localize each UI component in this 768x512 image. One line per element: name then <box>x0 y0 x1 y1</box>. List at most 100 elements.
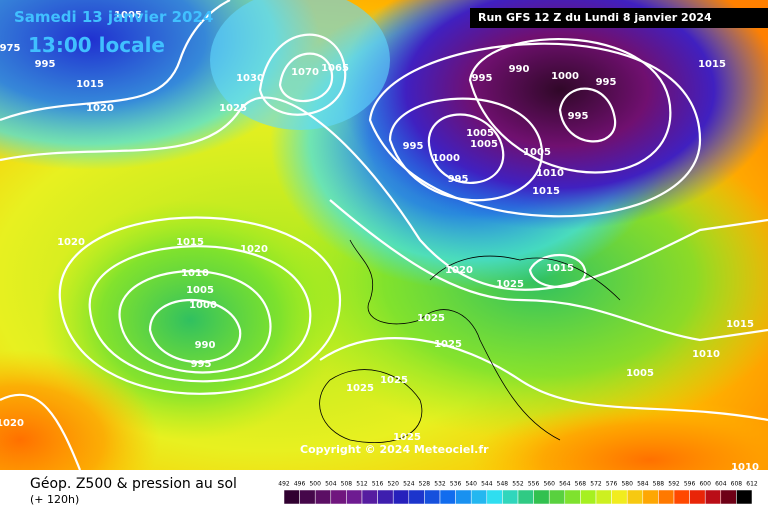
colorbar-label: 540 <box>465 481 477 488</box>
isobar-label: 1020 <box>445 265 473 276</box>
colorbar-label: 556 <box>528 481 540 488</box>
coastlines <box>319 239 621 443</box>
isobar-label: 1025 <box>496 279 524 290</box>
colorbar-cell <box>720 489 737 505</box>
isobar-label: 1010 <box>731 462 759 473</box>
isobar-label: 1015 <box>532 186 560 197</box>
colorbar-label: 548 <box>497 481 509 488</box>
colorbar-label: 544 <box>481 481 493 488</box>
colorbar-cell <box>330 489 347 505</box>
colorbar-label: 580 <box>621 481 633 488</box>
isobar-label: 1000 <box>189 300 217 311</box>
isobar-label: 1025 <box>219 103 247 114</box>
isobar-label: 1015 <box>176 237 204 248</box>
colorbar: 492 496 500 504 508 512 516 520 524 528 532 536 540 5… <box>278 481 758 505</box>
colorbar-label: 608 <box>731 481 743 488</box>
colorbar-label: 536 <box>450 481 462 488</box>
colorbar-cell <box>299 489 316 505</box>
isobar-label: 975 <box>0 43 20 54</box>
colorbar-label: 572 <box>590 481 602 488</box>
isobar-label: 1025 <box>434 339 462 350</box>
colorbar-cell <box>314 489 332 505</box>
isobar-label: 1010 <box>692 349 720 360</box>
colorbar-label: 492 <box>278 481 290 488</box>
isobar-label: 1005 <box>466 128 494 139</box>
colorbar-label: 564 <box>559 481 571 488</box>
colorbar-label: 528 <box>419 481 431 488</box>
colorbar-cell <box>470 489 488 505</box>
colorbar-cell <box>283 489 300 505</box>
isobar-label: 1015 <box>546 263 574 274</box>
isobar-label: 1005 <box>186 285 214 296</box>
colorbar-label: 612 <box>746 481 758 488</box>
copyright: Copyright © 2024 Meteociel.fr <box>300 443 489 456</box>
isobar-label: 1065 <box>321 63 349 74</box>
isobar-label: 1030 <box>236 73 264 84</box>
isobar-label: 1000 <box>551 71 579 82</box>
colorbar-cell <box>580 489 597 505</box>
isobar-label-layer: 1005 975 995 1015 1020 1030 1070 1065 1025 995 990… <box>0 10 759 473</box>
isobar-label: 1020 <box>240 244 268 255</box>
colorbar-cell <box>704 489 722 505</box>
isobars <box>0 0 768 470</box>
colorbar-cell <box>658 489 675 505</box>
isobar-label: 1020 <box>86 103 114 114</box>
colorbar-label: 552 <box>512 481 524 488</box>
colorbar-cell <box>673 489 690 505</box>
isobar-label: 1025 <box>393 432 421 443</box>
isobar-label: 995 <box>568 111 589 122</box>
colorbar-label: 568 <box>575 481 587 488</box>
colorbar-cell <box>424 489 441 505</box>
forecast-time: 13:00 locale <box>28 33 165 57</box>
isobar-label: 1005 <box>523 147 551 158</box>
colorbar-cell <box>346 489 363 505</box>
colorbar-cell <box>517 489 534 505</box>
isobar-label: 990 <box>195 340 216 351</box>
colorbar-cell <box>626 489 644 505</box>
colorbar-label: 604 <box>715 481 727 488</box>
colorbar-label: 496 <box>294 481 306 488</box>
colorbar-label: 508 <box>341 481 353 488</box>
isobar-label: 1025 <box>417 313 445 324</box>
colorbar-label: 592 <box>668 481 680 488</box>
colorbar-cell <box>642 489 659 505</box>
colorbar-label: 576 <box>606 481 618 488</box>
run-banner <box>470 8 768 28</box>
colorbar-cell <box>689 489 706 505</box>
colorbar-cell <box>361 489 378 505</box>
colorbar-label: 500 <box>309 481 321 488</box>
colorbar-cell <box>408 489 425 505</box>
colorbar-cell <box>595 489 612 505</box>
colorbar-label: 512 <box>356 481 368 488</box>
colorbar-label: 560 <box>543 481 555 488</box>
isobar-label: 1020 <box>0 418 24 429</box>
colorbar-cell <box>564 489 581 505</box>
isobar-label: 1015 <box>726 319 754 330</box>
colorbar-cell <box>548 489 566 505</box>
isobar-label: 1005 <box>114 10 142 21</box>
colorbar-label: 504 <box>325 481 337 488</box>
isobar-label: 995 <box>191 359 212 370</box>
isobar-label: 995 <box>472 73 493 84</box>
isobar-label: 1005 <box>470 139 498 150</box>
colorbar-label: 588 <box>653 481 665 488</box>
colorbar-label: 516 <box>372 481 384 488</box>
colorbar-label: 596 <box>684 481 696 488</box>
footer-title: Géop. Z500 & pression au sol <box>30 476 237 492</box>
isobar-label: 1000 <box>432 153 460 164</box>
colorbar-cell <box>611 489 628 505</box>
isobar-label: 995 <box>596 77 617 88</box>
isobar-label: 1005 <box>626 368 654 379</box>
isobar-label: 1070 <box>291 67 319 78</box>
isobar-label: 1020 <box>57 237 85 248</box>
colorbar-cell <box>377 489 394 505</box>
colorbar-cell <box>486 489 503 505</box>
colorbar-cell <box>736 489 753 505</box>
isobar-label: 1010 <box>536 168 564 179</box>
colorbar-label: 584 <box>637 481 649 488</box>
colorbar-cell <box>455 489 472 505</box>
isobar-label: 990 <box>509 64 530 75</box>
colorbar-cell <box>392 489 410 505</box>
